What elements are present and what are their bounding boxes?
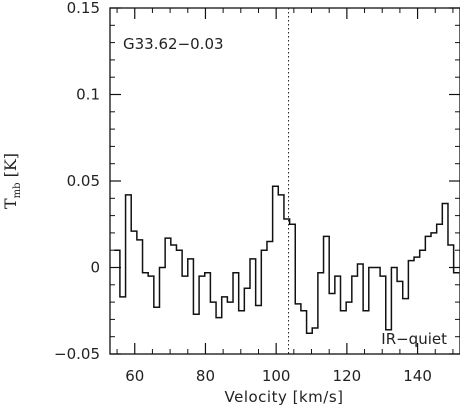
source-name-label: G33.62−0.03	[123, 35, 224, 53]
y-axis-label: Tmb [K]	[1, 153, 23, 209]
axis-ticks	[110, 7, 460, 355]
y-axis-label-main: T	[1, 198, 20, 209]
y-axis-label-subscript: mb	[12, 182, 23, 198]
spectrum-line	[114, 185, 460, 334]
y-axis-label-unit: [K]	[1, 153, 20, 183]
x-tick-label: 60	[125, 367, 144, 385]
plot-frame	[109, 7, 460, 355]
y-tick-labels: −0.05 0 0.05 0.1 0.15	[54, 0, 100, 363]
x-tick-label: 120	[333, 367, 362, 385]
x-tick-labels: 60 80 100 120 140	[125, 367, 432, 385]
y-tick-label: 0.1	[76, 86, 100, 104]
x-tick-label: 80	[196, 367, 215, 385]
x-tick-label: 140	[403, 367, 432, 385]
ir-class-label: IR−quiet	[381, 330, 447, 348]
x-tick-label: 100	[262, 367, 291, 385]
x-axis-label: Velocity [km/s]	[225, 388, 344, 406]
y-tick-label: 0.05	[67, 172, 100, 190]
y-tick-label: 0.15	[67, 0, 100, 17]
y-tick-label: −0.05	[54, 345, 100, 363]
y-tick-label: 0	[90, 259, 100, 277]
